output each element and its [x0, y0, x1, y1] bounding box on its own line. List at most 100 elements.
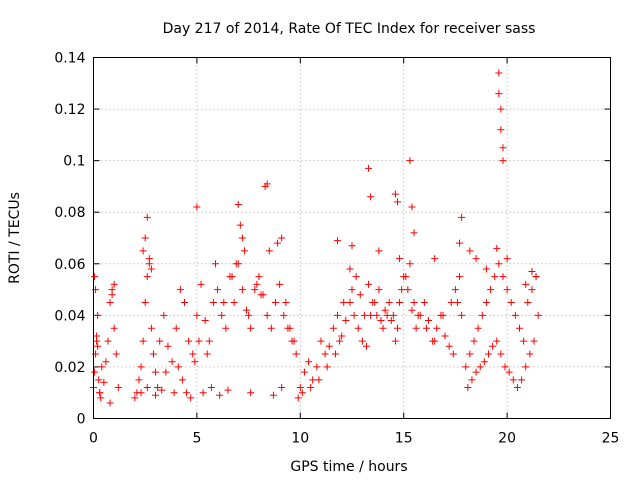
data-point — [145, 255, 153, 263]
data-point — [387, 317, 395, 325]
data-point — [228, 273, 236, 281]
data-point — [278, 234, 286, 242]
data-point — [389, 311, 397, 319]
data-point — [497, 126, 505, 134]
data-point — [201, 317, 209, 325]
data-point — [253, 280, 261, 288]
data-point — [149, 350, 157, 358]
data-point — [95, 376, 103, 384]
y-tick-label: 0.06 — [54, 257, 85, 273]
data-point — [331, 350, 339, 358]
x-tick-label: 0 — [89, 431, 98, 447]
data-point — [243, 306, 251, 314]
data-point — [393, 198, 401, 206]
data-point — [408, 306, 416, 314]
data-point — [489, 342, 497, 350]
data-point — [114, 384, 122, 392]
chart-title: Day 217 of 2014, Rate Of TEC Index for r… — [163, 21, 536, 37]
data-point — [158, 386, 166, 394]
data-point — [147, 265, 155, 273]
data-point — [91, 368, 99, 376]
data-point — [350, 311, 358, 319]
data-point — [313, 363, 321, 371]
x-tick-label: 5 — [192, 431, 201, 447]
data-point — [472, 255, 480, 263]
data-point — [307, 384, 315, 392]
data-point — [230, 298, 238, 306]
data-point — [499, 273, 507, 281]
data-point — [139, 247, 147, 255]
data-point — [493, 337, 501, 345]
data-point — [263, 180, 271, 188]
data-point — [257, 291, 265, 299]
data-point — [458, 213, 466, 221]
data-point — [152, 391, 160, 399]
y-axis-label: ROTI / TECUs — [7, 192, 23, 284]
data-point — [334, 311, 342, 319]
data-point — [348, 286, 356, 294]
data-point — [187, 394, 195, 402]
y-tick-label: 0.12 — [54, 102, 85, 118]
data-point — [422, 324, 430, 332]
data-point — [232, 260, 240, 268]
data-point — [164, 342, 172, 350]
data-point — [112, 350, 120, 358]
x-tick-label: 25 — [602, 431, 620, 447]
data-point — [309, 376, 317, 384]
data-point — [290, 337, 298, 345]
data-point — [236, 221, 244, 229]
data-point — [286, 324, 294, 332]
data-point — [365, 280, 373, 288]
data-point — [478, 311, 486, 319]
data-point — [356, 291, 364, 299]
data-point — [170, 389, 178, 397]
data-point — [218, 311, 226, 319]
data-point — [214, 286, 222, 294]
data-point — [183, 389, 191, 397]
data-point — [406, 157, 414, 165]
data-point — [503, 286, 511, 294]
data-point — [391, 190, 399, 198]
data-point — [102, 358, 110, 366]
data-point — [524, 298, 532, 306]
data-point — [152, 368, 160, 376]
data-point — [189, 350, 197, 358]
data-point — [420, 298, 428, 306]
data-point — [340, 298, 348, 306]
data-point — [137, 389, 145, 397]
data-point — [495, 90, 503, 98]
data-point — [375, 286, 383, 294]
data-point — [522, 363, 530, 371]
data-point — [458, 311, 466, 319]
data-point — [94, 311, 102, 319]
data-point — [271, 298, 279, 306]
data-point — [410, 298, 418, 306]
grid-lines — [93, 57, 611, 419]
data-point — [234, 200, 242, 208]
y-tick-label: 0.1 — [63, 154, 85, 170]
data-point — [414, 311, 422, 319]
data-point — [267, 324, 275, 332]
data-point — [534, 311, 542, 319]
data-point — [325, 342, 333, 350]
data-point — [507, 298, 515, 306]
data-point — [532, 273, 540, 281]
data-point — [396, 255, 404, 263]
data-point — [110, 280, 118, 288]
data-point — [193, 311, 201, 319]
data-point — [222, 324, 230, 332]
data-point — [238, 234, 246, 242]
data-point — [104, 337, 112, 345]
data-point — [98, 363, 106, 371]
data-point — [456, 239, 464, 247]
data-point — [505, 368, 513, 376]
data-point — [497, 350, 505, 358]
data-point — [240, 247, 248, 255]
data-point — [195, 337, 203, 345]
data-point — [216, 391, 224, 399]
data-point — [497, 105, 505, 113]
data-point — [456, 273, 464, 281]
data-point — [180, 298, 188, 306]
data-point — [294, 394, 302, 402]
data-point — [199, 389, 207, 397]
